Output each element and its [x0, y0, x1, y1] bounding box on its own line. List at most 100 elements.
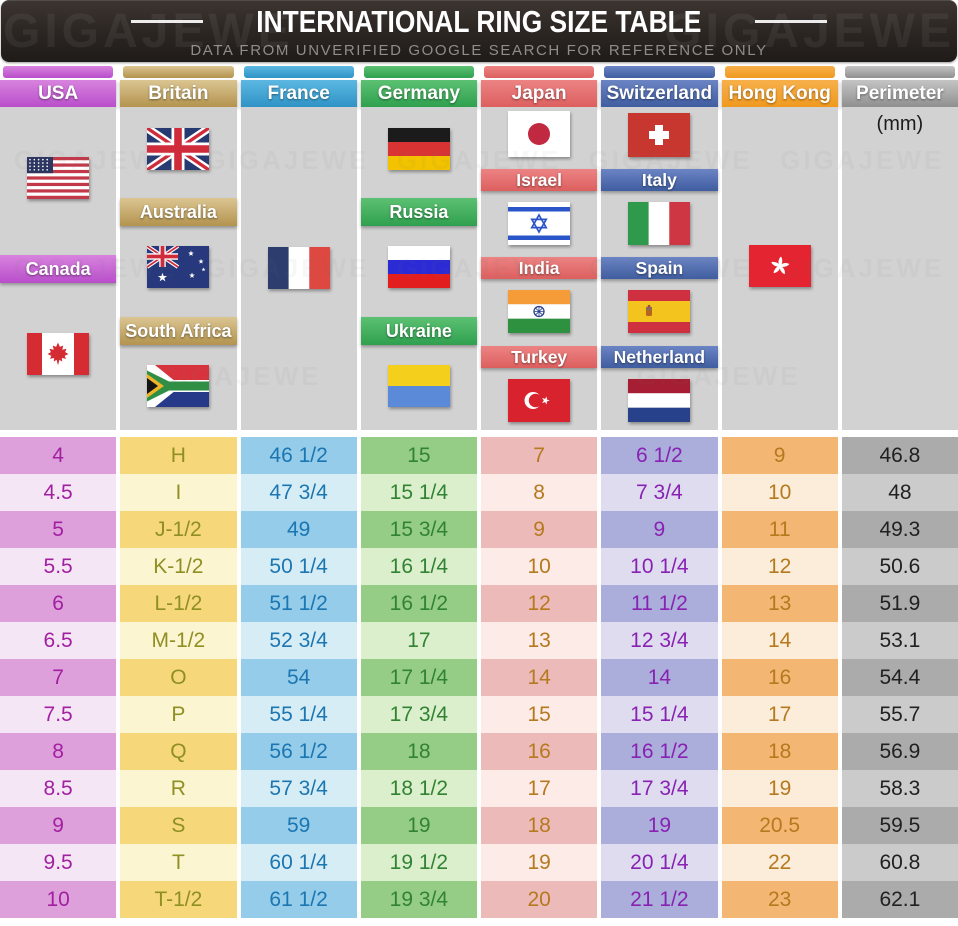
table-cell: 16 1/2 — [360, 585, 477, 622]
table-cell: 6 1/2 — [601, 437, 718, 474]
table-cell: 17 — [721, 696, 838, 733]
table-cell: 13 — [721, 585, 838, 622]
table-cell: 11 1/2 — [601, 585, 718, 622]
table-cell: 18 — [721, 733, 838, 770]
table-cell: 53.1 — [841, 622, 958, 659]
table-cell: S — [120, 807, 237, 844]
title-dash — [754, 20, 827, 23]
flag-column-germany: Russia Ukraine — [360, 107, 477, 430]
table-cell: 56 1/2 — [240, 733, 357, 770]
ukraine-label: Ukraine — [360, 317, 477, 345]
column-header-hongkong: Hong Kong — [721, 80, 838, 107]
table-cell: 21 1/2 — [601, 881, 718, 918]
italy-label: Italy — [601, 169, 718, 191]
table-cell: 10 — [0, 881, 117, 918]
title-row: INTERNATIONAL RING SIZE TABLE — [131, 4, 827, 40]
table-cell: 5.5 — [0, 548, 117, 585]
table-cell: 18 — [481, 807, 598, 844]
column-header-row: USA Britain France Germany Japan Switzer… — [0, 80, 958, 107]
table-cell: 15 — [481, 696, 598, 733]
australia-flag — [147, 246, 210, 288]
table-cell: O — [120, 659, 237, 696]
table-cell: 51.9 — [841, 585, 958, 622]
table-cell: 4.5 — [0, 474, 117, 511]
table-cell: 17 1/4 — [360, 659, 477, 696]
flag-column-perimeter: (mm) — [841, 107, 958, 430]
flag-columns: Canada Australia — [0, 107, 958, 430]
accent-strip-britain — [123, 66, 234, 78]
column-header-usa: USA — [0, 80, 117, 107]
table-cell: 60 1/4 — [240, 844, 357, 881]
netherlands-flag — [628, 379, 691, 422]
table-cell: 11 — [721, 511, 838, 548]
table-cell: 10 — [721, 474, 838, 511]
table-cell: H — [120, 437, 237, 474]
table-cell: 9 — [601, 511, 718, 548]
ukraine-flag — [387, 365, 450, 407]
table-cell: 15 3/4 — [360, 511, 477, 548]
spain-flag — [628, 290, 691, 333]
table-cell: 49 — [240, 511, 357, 548]
table-cell: 52 3/4 — [240, 622, 357, 659]
table-cell: 49.3 — [841, 511, 958, 548]
table-cell: 12 3/4 — [601, 622, 718, 659]
table-cell: Q — [120, 733, 237, 770]
table-cell: 10 1/4 — [601, 548, 718, 585]
table-cell: 20 1/4 — [601, 844, 718, 881]
table-cell: 62.1 — [841, 881, 958, 918]
table-cell: 9 — [721, 437, 838, 474]
spain-label: Spain — [601, 257, 718, 279]
flag-column-hongkong — [721, 107, 838, 430]
flag-column-usa: Canada — [0, 107, 117, 430]
column-header-switzerland: Switzerland — [601, 80, 718, 107]
table-cell: 55 1/4 — [240, 696, 357, 733]
table-cell: L-1/2 — [120, 585, 237, 622]
table-cell: 7 3/4 — [601, 474, 718, 511]
russia-label: Russia — [360, 198, 477, 226]
table-cell: 15 1/4 — [360, 474, 477, 511]
accent-strip-perimeter — [844, 66, 955, 78]
turkey-flag — [508, 379, 571, 422]
table-cell: 13 — [481, 622, 598, 659]
column-header-germany: Germany — [360, 80, 477, 107]
table-cell: 12 — [481, 585, 598, 622]
table-cell: 14 — [601, 659, 718, 696]
table-cell: 8 — [481, 474, 598, 511]
italy-flag — [628, 202, 691, 245]
canada-flag — [27, 333, 90, 375]
table-cell: 20.5 — [721, 807, 838, 844]
switzerland-flag — [628, 113, 691, 157]
accent-strip-usa — [3, 66, 114, 78]
page-title: INTERNATIONAL RING SIZE TABLE — [256, 3, 702, 39]
uk-flag — [147, 128, 210, 170]
russia-flag — [387, 246, 450, 288]
table-cell: 22 — [721, 844, 838, 881]
table-cell: M-1/2 — [120, 622, 237, 659]
table-cell: 19 — [481, 844, 598, 881]
flag-column-switzerland: Italy Spain Netherlan — [601, 107, 718, 430]
table-cell: 18 1/2 — [360, 770, 477, 807]
table-cell: 5 — [0, 511, 117, 548]
table-cell: 19 1/2 — [360, 844, 477, 881]
table-cell: 17 — [360, 622, 477, 659]
india-flag — [508, 290, 571, 333]
table-cell: 51 1/2 — [240, 585, 357, 622]
table-cell: 14 — [721, 622, 838, 659]
turkey-label: Turkey — [481, 346, 598, 368]
title-dash — [131, 20, 204, 23]
table-cell: 7 — [0, 659, 117, 696]
table-cell: 9 — [481, 511, 598, 548]
table-cell: 55.7 — [841, 696, 958, 733]
table-cell: 9 — [0, 807, 117, 844]
title-bar: GIGAJEWE GIGAJEWE INTERNATIONAL RING SIZ… — [1, 0, 957, 62]
netherland-label: Netherland — [601, 346, 718, 368]
table-cell: 18 — [360, 733, 477, 770]
table-cell: 7 — [481, 437, 598, 474]
canada-label: Canada — [0, 255, 117, 283]
table-cell: 8.5 — [0, 770, 117, 807]
table-cell: 15 1/4 — [601, 696, 718, 733]
table-cell: 17 3/4 — [601, 770, 718, 807]
table-cell: 16 — [721, 659, 838, 696]
germany-flag — [387, 128, 450, 170]
table-cell: 60.8 — [841, 844, 958, 881]
